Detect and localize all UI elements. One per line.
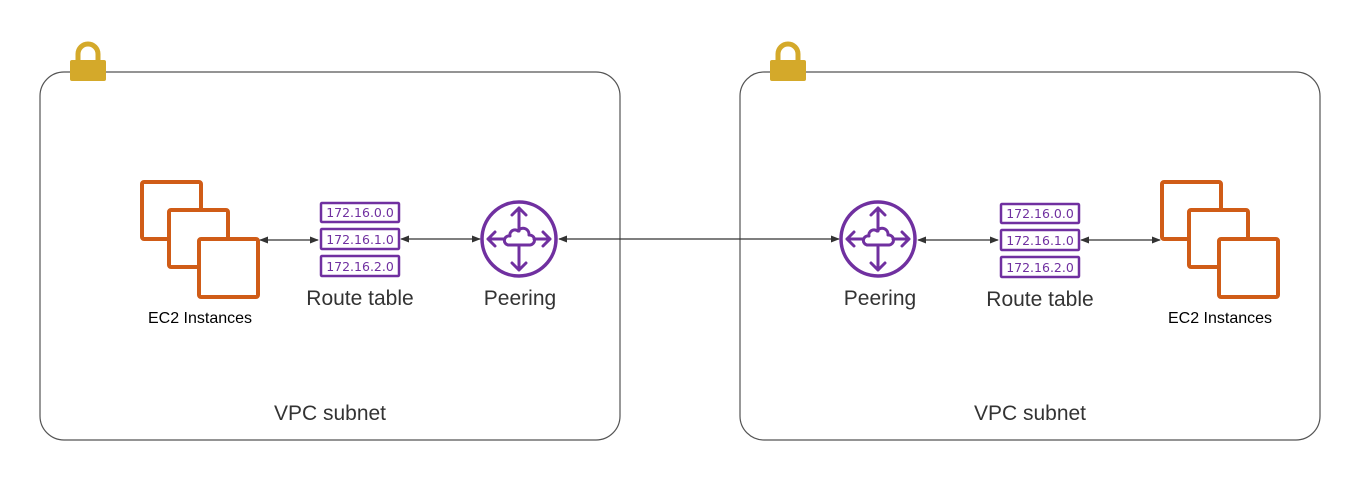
vpc-right: Peering 172.16.0.0 172.16.1.0 172.16.2.0… [739, 41, 1321, 441]
peering-label: Peering [844, 287, 916, 310]
peering-icon [839, 200, 917, 278]
route-entry: 172.16.0.0 [326, 205, 394, 220]
route-entry: 172.16.2.0 [1006, 260, 1074, 275]
peering-label: Peering [484, 287, 556, 310]
route-table-icon: 172.16.0.0 172.16.1.0 172.16.2.0 [999, 202, 1081, 279]
vpc-subnet-box [39, 71, 621, 441]
route-entry: 172.16.1.0 [1006, 233, 1074, 248]
ec2-instances-label: EC2 Instances [1168, 310, 1272, 327]
lock-icon [770, 41, 806, 81]
route-entry: 172.16.2.0 [326, 259, 394, 274]
vpc-left: EC2 Instances 172.16.0.0 172.16.1.0 172.… [39, 41, 621, 441]
vpc-subnet-label: VPC subnet [274, 402, 386, 425]
ec2-instances-icon [140, 180, 260, 299]
route-table-label: Route table [306, 287, 413, 310]
vpc-subnet-label: VPC subnet [974, 402, 1086, 425]
route-table-label: Route table [986, 288, 1093, 311]
route-entry: 172.16.0.0 [1006, 206, 1074, 221]
ec2-instances-icon [1160, 180, 1280, 299]
route-table-icon: 172.16.0.0 172.16.1.0 172.16.2.0 [319, 201, 401, 278]
peering-icon [480, 200, 558, 278]
ec2-instances-label: EC2 Instances [148, 310, 252, 327]
lock-icon [70, 41, 106, 81]
vpc-subnet-box [739, 71, 1321, 441]
route-entry: 172.16.1.0 [326, 232, 394, 247]
